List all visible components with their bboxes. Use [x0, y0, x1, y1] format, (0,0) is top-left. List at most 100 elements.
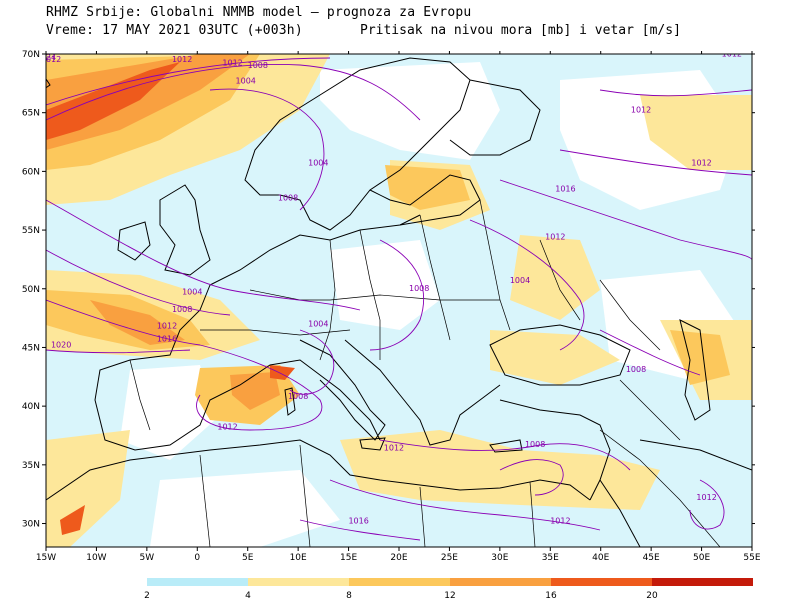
black-sea [489, 324, 631, 386]
isobar-line [46, 249, 231, 316]
colorbar-label: 4 [245, 591, 251, 600]
border [299, 444, 311, 547]
colorbar-segment [551, 578, 652, 586]
isobar-line [599, 329, 701, 376]
wind-band-12-16 [230, 372, 280, 410]
isobar-label: 1008 [278, 194, 298, 203]
lat-tick-label: 50N [22, 285, 40, 295]
border [359, 229, 381, 360]
border [200, 329, 351, 336]
map-area: 1012 1012 1012 1008 1004 1004 1008 1004 1008 1012… [46, 49, 752, 547]
isobar-line [46, 57, 331, 106]
lon-tick-label: 5W [140, 553, 155, 563]
lon-tick-label: 50E [693, 553, 710, 563]
caspian-sea [679, 319, 711, 421]
isobars [46, 57, 752, 541]
wind-band-4-8 [490, 330, 620, 385]
isobar-line [599, 89, 752, 97]
lon-tick-label: 25E [441, 553, 458, 563]
lon-tick-label: 55E [743, 553, 760, 563]
lon-tick-label: 35E [542, 553, 559, 563]
north-africa-coast [46, 439, 591, 501]
isobar-line [469, 219, 585, 351]
isobar-line [369, 239, 424, 351]
isobar-label: 1012 [631, 106, 651, 115]
border [529, 481, 536, 547]
colorbar: 2 4 8 12 16 20 [144, 578, 753, 600]
map-title: RHMZ Srbije: Globalni NMMB model — progn… [46, 5, 472, 20]
isobar-label: 1008 [172, 305, 192, 314]
lat-tick-label: 55N [22, 226, 40, 236]
border [129, 359, 151, 431]
lon-tick-label: 40E [592, 553, 609, 563]
border [419, 486, 426, 547]
isobar-label: 1004 [510, 276, 530, 285]
colorbar-segment [652, 578, 753, 586]
colorbar-label: 8 [346, 591, 352, 600]
isobar-line [46, 64, 421, 121]
iceland [46, 78, 51, 89]
great-britain [159, 184, 211, 276]
lat-tick-label: 45N [22, 343, 40, 353]
colorbar-label: 20 [646, 591, 658, 600]
isobar-line [329, 479, 601, 531]
isobar-label: 1016 [555, 184, 575, 193]
wind-band-12-16 [46, 54, 250, 150]
isobar-label: 1016 [157, 335, 177, 344]
isobar-label: 1016 [348, 517, 368, 526]
north-sea-coast [209, 214, 421, 286]
colorbar-label: 16 [545, 591, 557, 600]
isobar-label: 1020 [51, 340, 71, 349]
border [199, 454, 211, 547]
isobar-label: 1008 [626, 365, 646, 374]
colorbar-segment [450, 578, 551, 586]
isobar-label: 1004 [236, 76, 256, 85]
isobar-label: 1012 [217, 423, 237, 432]
border [419, 214, 451, 341]
border [599, 429, 721, 547]
wind-band-4-8 [640, 95, 752, 170]
baltic-coast [369, 174, 481, 226]
red-sea-coast [599, 479, 641, 547]
wind-band-16-20 [46, 62, 180, 140]
balkan-coast [344, 339, 501, 446]
lon-tick-label: 15W [36, 553, 56, 563]
lat-tick-label: 35N [22, 461, 40, 471]
isobar-line [46, 349, 191, 354]
lon-tick-label: 0 [194, 553, 200, 563]
longitude-axis: 15W 10W 5W 0 5E 10E 15E 20E 25E 30E 35E 40E 45E 50E 55… [36, 51, 761, 563]
wind-band-12-16 [90, 300, 185, 345]
lon-tick-label: 10W [86, 553, 106, 563]
wind-shading [46, 54, 752, 547]
colorbar-segment [147, 578, 248, 586]
border [249, 289, 500, 301]
crete-cyprus [489, 439, 523, 453]
lon-tick-label: 20E [390, 553, 407, 563]
forecast-time: Vreme: 17 MAY 2021 03UTC (+003h) [46, 23, 303, 38]
wind-band-8-12 [670, 330, 730, 385]
calm-area [330, 240, 440, 330]
variable-description: Pritisak na nivou mora [mb] i vetar [m/s… [360, 23, 681, 38]
lat-tick-label: 60N [22, 167, 40, 177]
isobar-labels: 1012 1012 1012 1008 1004 1004 1008 1004 1008 1012… [46, 49, 742, 526]
lat-tick-label: 65N [22, 109, 40, 119]
calm-area [150, 470, 340, 547]
wind-band-16-20 [270, 365, 295, 380]
isobar-line [499, 459, 564, 496]
lon-tick-label: 5E [242, 553, 254, 563]
isobar-line [289, 329, 335, 395]
lat-tick-label: 70N [22, 50, 40, 60]
isobar-label: 1012 [691, 159, 711, 168]
isobar-label: 1008 [288, 392, 308, 401]
isobar-label: 1012 [722, 49, 742, 58]
isobar-label: 24 [46, 53, 56, 62]
isobar-line [209, 88, 325, 211]
lat-tick-label: 30N [22, 520, 40, 530]
isobar-label: 1012 [157, 322, 177, 331]
isobar-line [499, 179, 752, 261]
isobar-label: 1012 [550, 517, 570, 526]
isobar-line [379, 439, 631, 471]
lon-tick-label: 45E [643, 553, 660, 563]
corsica-sardinia [284, 387, 296, 416]
